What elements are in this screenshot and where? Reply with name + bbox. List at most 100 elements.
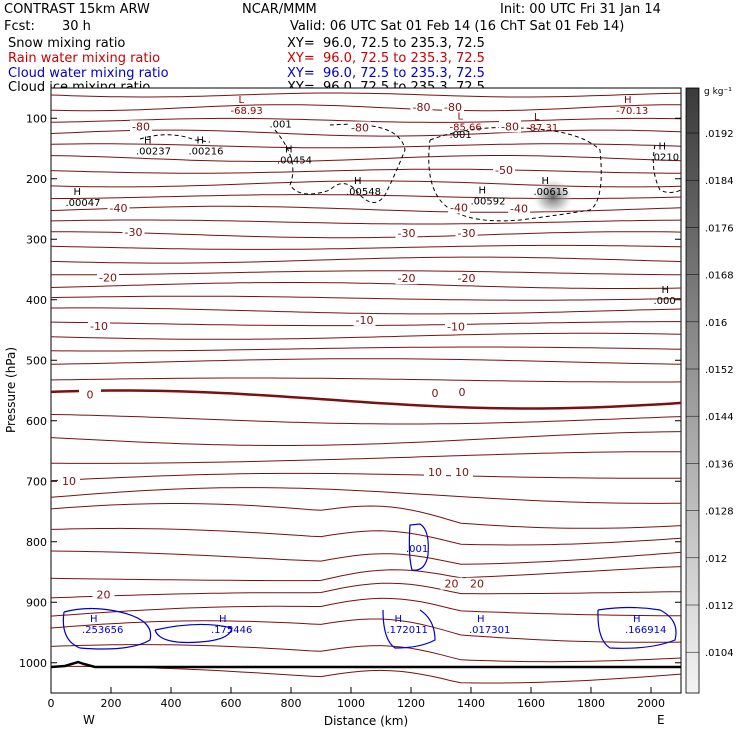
- contour-label-bg: [353, 313, 376, 326]
- cloud-water-outline: [62, 607, 152, 650]
- contour-label-bg: [442, 100, 464, 113]
- cloud-water-outline: [408, 523, 429, 571]
- contour-label-bg: [493, 163, 515, 176]
- cloud-water-outline: [597, 606, 677, 649]
- extremum-value: .253656: [82, 625, 123, 636]
- y-tick-label: 800: [26, 536, 47, 549]
- extremum-value: .00548: [346, 187, 381, 198]
- temperature-contour-line: [50, 527, 682, 546]
- temperature-contour-line: [50, 472, 681, 482]
- temperature-contour-line: [50, 332, 682, 340]
- temperature-contour-line: [50, 295, 682, 301]
- temperature-contour-line: [50, 503, 682, 529]
- extrema-labels: L-68.93 L-85.66L-87.31H-70.13H.00237H.002…: [66, 95, 680, 636]
- contour-label-bg: [410, 100, 433, 113]
- extremum-marker: H: [624, 95, 632, 106]
- temperature-contour-line: [50, 219, 682, 225]
- x-end-left: W: [83, 713, 95, 727]
- field-label-rain: Rain water mixing ratio: [8, 51, 161, 66]
- x-tick-label: 1600: [517, 697, 545, 710]
- cloud-water-contours: [62, 523, 677, 650]
- contour-label-bg: [58, 474, 80, 487]
- contour-label-bg: [455, 226, 478, 239]
- extremum-marker: L: [534, 112, 540, 123]
- contour-label: -30: [458, 227, 476, 240]
- temperature-contour-line: [50, 143, 682, 149]
- x-axis-label: Distance (km): [324, 714, 408, 728]
- contour-label-bg: [455, 272, 478, 285]
- temperature-contour-line: [50, 168, 681, 174]
- temperature-contour-line: [50, 597, 681, 617]
- contour-label: 20: [445, 578, 459, 591]
- temperature-contour-line: [50, 205, 682, 213]
- extremum-marker: H: [285, 145, 293, 156]
- cloud-water-outline: [382, 609, 436, 649]
- contour-label-bg: [107, 202, 130, 214]
- extremum-value: .001: [406, 544, 428, 555]
- x-tick-label: 1000: [337, 697, 365, 710]
- contour-label-bg: [466, 577, 488, 590]
- contour-label: 10: [455, 466, 469, 479]
- contour-label: -80: [444, 101, 462, 114]
- fcst-value: 30 h: [62, 19, 91, 34]
- extremum-marker: H: [219, 614, 227, 625]
- y-tick-label: 100: [26, 112, 47, 125]
- extremum-value: .00216: [189, 147, 224, 158]
- contour-label: -30: [125, 226, 143, 239]
- temperature-contour-line: [50, 358, 682, 365]
- contour-label: 10: [428, 466, 442, 479]
- extremum-value: -70.13: [616, 106, 648, 117]
- y-tick-label: 600: [26, 415, 47, 428]
- contour-label: -10: [447, 321, 465, 334]
- temperature-contour-line: [50, 451, 682, 464]
- y-tick-label: 300: [26, 233, 47, 246]
- temperature-contour-line: [50, 644, 682, 663]
- extremum-value: .00592: [471, 197, 506, 208]
- temperature-contour-line: [50, 550, 682, 565]
- temperature-contour-line: [51, 270, 681, 276]
- contour-label: 20: [97, 589, 111, 602]
- extremum-marker: H: [354, 176, 362, 187]
- contour-label-bg: [424, 465, 446, 478]
- extremum-marker: H: [479, 186, 487, 197]
- extremum-marker: H: [144, 136, 152, 147]
- extremum-marker: H: [659, 142, 667, 153]
- colorbar: [685, 87, 700, 694]
- contour-label: -40: [450, 201, 468, 214]
- extremum-value: .00454: [277, 156, 312, 167]
- model-title: CONTRAST 15km ARW: [4, 2, 150, 17]
- temperature-contour-line: [50, 414, 682, 425]
- temperature-contour-line: [50, 117, 682, 123]
- colorbar-label: .0136: [705, 459, 734, 470]
- temperature-contour-line: [50, 129, 682, 137]
- temperature-contour-line: [50, 566, 682, 582]
- contour-label-bg: [424, 387, 446, 400]
- extremum-marker: H: [74, 187, 82, 198]
- extremum-value: .001: [450, 130, 472, 141]
- contour-label: -10: [356, 314, 374, 327]
- contour-label: 10: [62, 475, 76, 488]
- field-label-snow: Snow mixing ratio: [8, 36, 126, 51]
- contour-label-bg: [92, 588, 115, 601]
- contour-label-bg: [451, 385, 473, 398]
- temperature-contour-line: [50, 194, 682, 200]
- y-tick-label: 1000: [19, 657, 47, 670]
- extremum-value: .0210: [651, 153, 680, 164]
- contour-label: -40: [510, 203, 528, 216]
- extremum-marker: L: [458, 111, 464, 122]
- valid-time: Valid: 06 UTC Sat 01 Feb 14 (16 ChT Sat …: [290, 19, 625, 34]
- colorbar-label: .012: [705, 554, 727, 565]
- y-tick-label: 200: [26, 173, 47, 186]
- temperature-contour-line: [50, 377, 682, 383]
- contour-label-bg: [88, 319, 110, 332]
- x-tick-label: 1200: [397, 697, 425, 710]
- contour-label: -80: [132, 120, 150, 133]
- contour-label: -80: [351, 122, 369, 135]
- y-tick-label: 900: [26, 596, 47, 609]
- contour-label: 0: [459, 386, 466, 399]
- x-tick-label: 400: [161, 697, 182, 710]
- contour-label: 0: [87, 388, 94, 401]
- contour-label-bg: [508, 202, 530, 215]
- init-time: Init: 00 UTC Fri 31 Jan 14: [500, 2, 661, 17]
